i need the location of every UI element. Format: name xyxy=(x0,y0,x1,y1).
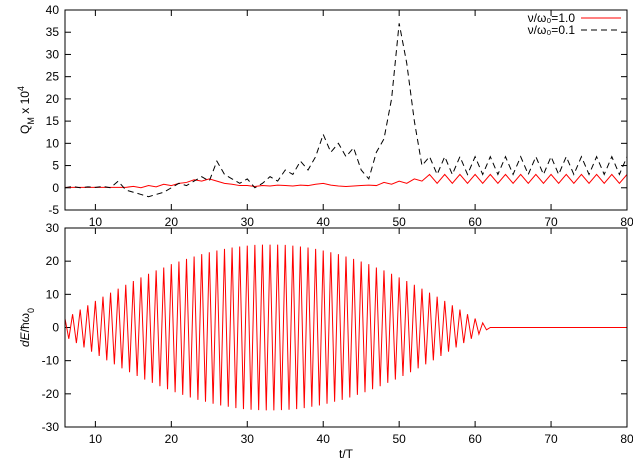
x-tick-label: 30 xyxy=(241,215,255,229)
plot-frame xyxy=(64,9,628,211)
x-tick-label: 30 xyxy=(241,432,255,446)
y-tick-label: 0 xyxy=(52,321,59,335)
y-tick-label: 10 xyxy=(46,136,60,150)
y-tick-label: 30 xyxy=(46,221,60,235)
y-tick-label: 10 xyxy=(46,287,60,301)
y-axis-label-part: 4 xyxy=(16,86,26,91)
y-tick-label: -10 xyxy=(42,354,60,368)
x-tick-label: 10 xyxy=(89,215,103,229)
y-tick-label: 30 xyxy=(46,47,60,61)
x-tick-label: 20 xyxy=(165,432,179,446)
x-tick-label: 70 xyxy=(544,432,558,446)
x-tick-label: 50 xyxy=(392,432,406,446)
x-tick-label: 10 xyxy=(89,432,103,446)
y-axis-label: dE/ħω0 xyxy=(18,308,36,347)
y-tick-label: -20 xyxy=(42,387,60,401)
y-tick-label: -30 xyxy=(42,420,60,434)
y-tick-label: 0 xyxy=(52,181,59,195)
y-tick-label: 25 xyxy=(46,70,60,84)
y-axis-label-part: /ħω xyxy=(18,313,32,332)
data-line xyxy=(65,244,627,411)
y-axis-label: QM x 104 xyxy=(16,86,36,134)
x-tick-label: 40 xyxy=(317,432,331,446)
y-axis-label-part: x 10 xyxy=(18,91,32,117)
y-tick-label: 15 xyxy=(46,114,60,128)
data-line xyxy=(65,23,627,198)
x-tick-label: 40 xyxy=(317,215,331,229)
x-axis-label: t/T xyxy=(339,447,354,461)
y-tick-label: 20 xyxy=(46,254,60,268)
x-tick-label: 80 xyxy=(620,215,633,229)
legend-label: ν/ω₀=0.1 xyxy=(528,23,576,37)
legend-label: ν/ω₀=1.0 xyxy=(528,11,576,25)
x-tick-label: 20 xyxy=(165,215,179,229)
y-axis-label-part: 0 xyxy=(26,308,36,313)
data-line xyxy=(65,173,627,189)
plot-area xyxy=(65,244,627,411)
x-tick-label: 60 xyxy=(468,215,482,229)
y-tick-label: 20 xyxy=(46,92,60,106)
y-tick-label: 5 xyxy=(52,159,59,173)
x-tick-label: 60 xyxy=(468,432,482,446)
x-tick-label: 70 xyxy=(544,215,558,229)
y-axis-label-part: M xyxy=(26,117,36,125)
y-tick-label: 40 xyxy=(46,3,60,17)
y-axis-label-part: dE xyxy=(18,331,32,347)
y-axis-label-part: Q xyxy=(18,125,32,134)
x-tick-label: 50 xyxy=(392,215,406,229)
plot-frame xyxy=(64,227,628,428)
y-tick-label: 35 xyxy=(46,25,60,39)
plot-area xyxy=(65,23,627,198)
x-tick-label: 80 xyxy=(620,432,633,446)
y-tick-label: -5 xyxy=(48,203,59,217)
